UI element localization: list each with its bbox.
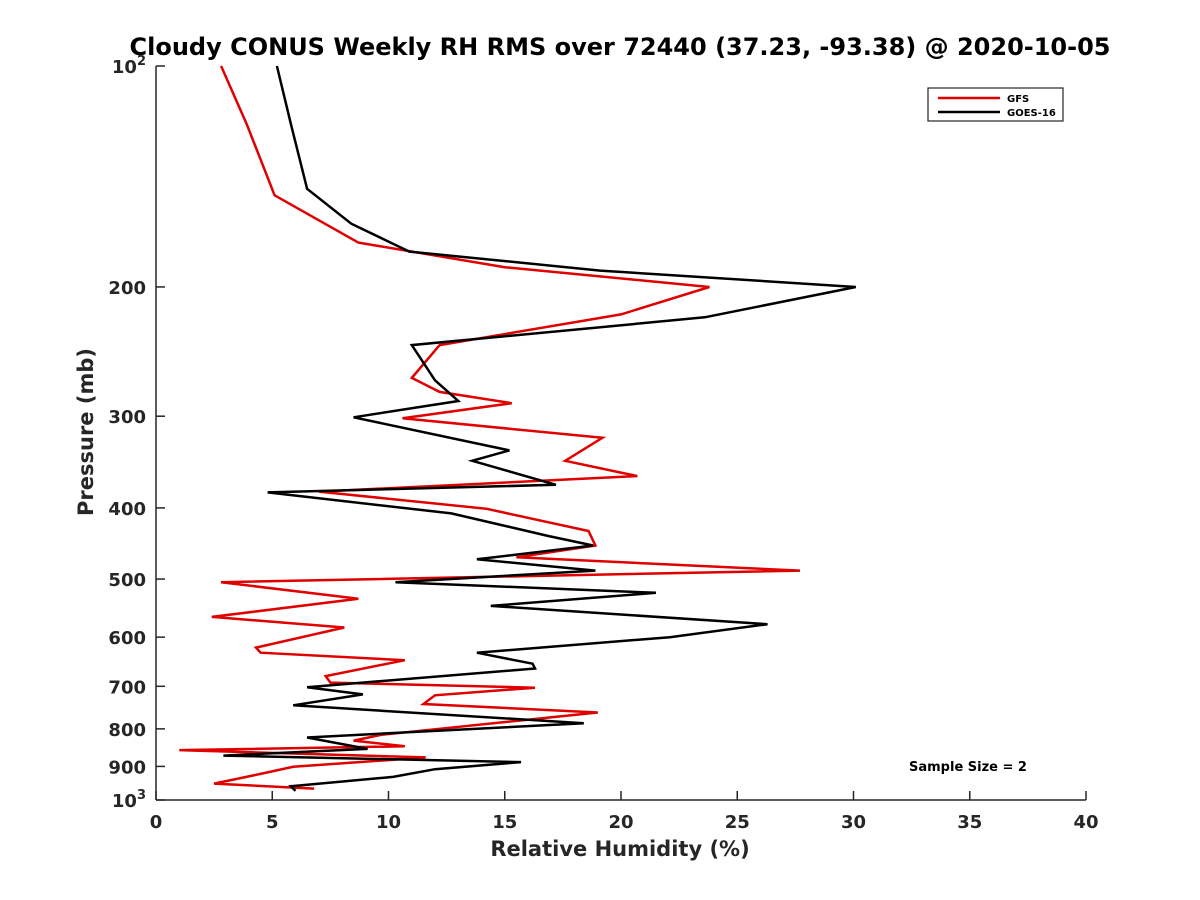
x-tick-label: 20: [608, 812, 633, 833]
y-tick-label: 200: [108, 278, 146, 299]
x-tick-label: 10: [376, 812, 401, 833]
y-tick-base: 700: [108, 677, 146, 698]
y-tick-base: 200: [108, 278, 146, 299]
series-line-gfs: [179, 65, 801, 790]
y-tick-label: 600: [108, 628, 146, 649]
y-tick-label: 103: [112, 788, 146, 812]
y-tick-base: 300: [108, 407, 146, 428]
sample-size-annotation: Sample Size = 2: [909, 760, 1027, 775]
y-tick-label: 800: [108, 720, 146, 741]
x-tick-label: 25: [725, 812, 750, 833]
y-tick-base: 500: [108, 570, 146, 591]
y-tick-exponent: 3: [137, 788, 146, 803]
x-tick-label: 15: [492, 812, 517, 833]
y-tick-label: 700: [108, 677, 146, 698]
y-tick-base: 10: [112, 791, 137, 812]
y-tick-label: 900: [108, 757, 146, 778]
y-tick-base: 400: [108, 499, 146, 520]
x-tick-label: 35: [957, 812, 982, 833]
y-axis-label: Pressure (mb): [74, 348, 98, 516]
legend-label: GOES-16: [1007, 108, 1056, 119]
x-axis-label: Relative Humidity (%): [490, 837, 749, 861]
y-tick-label: 102: [112, 54, 146, 78]
y-tick-base: 900: [108, 757, 146, 778]
chart-legend: GFS GOES-16: [927, 87, 1064, 122]
y-tick-base: 10: [112, 57, 137, 78]
x-tick-label: 40: [1073, 812, 1098, 833]
x-tick-label: 30: [841, 812, 866, 833]
y-tick-base: 600: [108, 628, 146, 649]
y-tick-label: 300: [108, 407, 146, 428]
y-tick-exponent: 2: [137, 54, 146, 69]
y-tick-label: 500: [108, 570, 146, 591]
legend-label: GFS: [1007, 94, 1029, 105]
legend-box: [927, 87, 1064, 122]
y-tick-base: 800: [108, 720, 146, 741]
x-tick-label: 5: [266, 812, 279, 833]
series-layer: [179, 65, 857, 792]
chart-title: Cloudy CONUS Weekly RH RMS over 72440 (3…: [130, 33, 1111, 61]
series-line-goes-16: [223, 65, 857, 792]
x-tick-label: 0: [150, 812, 163, 833]
y-tick-label: 400: [108, 499, 146, 520]
plot-axes: 0 5 10 15 20 25 30 35 40102200300400500600700800…: [108, 54, 1098, 833]
